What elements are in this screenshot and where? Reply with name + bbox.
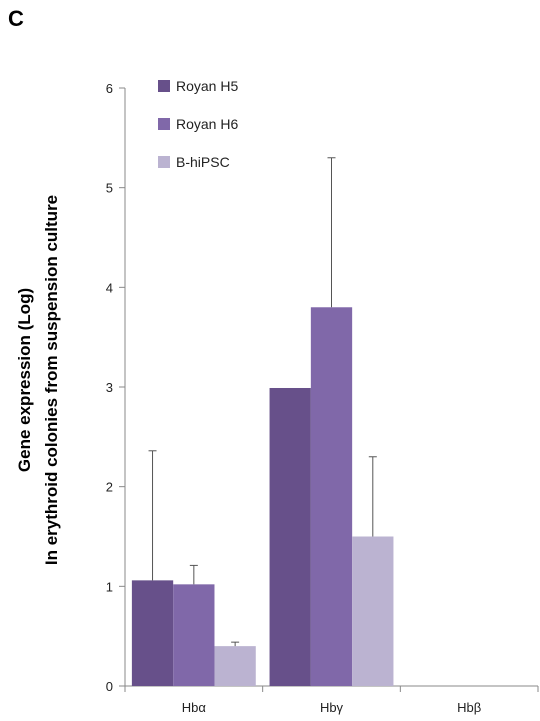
y-tick-label-2: 2 [106,480,113,495]
legend-swatch [158,118,170,130]
bar [269,387,311,686]
bar [352,536,394,686]
y-tick-label-3: 3 [106,380,113,395]
bar [310,307,353,686]
y-axis-title: Gene expression (Log) In erythroid colon… [15,195,61,565]
bars [131,307,394,686]
legend-label: B-hiPSC [176,154,230,170]
y-axis-title-line2: In erythroid colonies from suspension cu… [42,195,61,565]
y-tick-label-6: 6 [106,81,113,96]
y-tick-label-1: 1 [106,579,113,594]
legend-swatch [158,156,170,168]
x-category-label: Hbα [182,700,207,715]
panel-label: C [8,6,24,31]
legend-label: Royan H5 [176,78,238,94]
error-bars [148,157,377,647]
bar [131,580,174,686]
x-category-label: Hbγ [320,700,344,715]
x-category-label: Hbβ [457,700,481,715]
y-axis-title-line1: Gene expression (Log) [15,288,34,472]
y-tick-label-4: 4 [106,280,113,295]
bar [214,646,256,686]
y-tick-label-0: 0 [106,679,113,694]
legend-label: Royan H6 [176,116,238,132]
legend-swatch [158,80,170,92]
y-tick-label-5: 5 [106,181,113,196]
bar [173,584,215,686]
legend: Royan H5 Royan H6 B-hiPSC [158,78,238,170]
